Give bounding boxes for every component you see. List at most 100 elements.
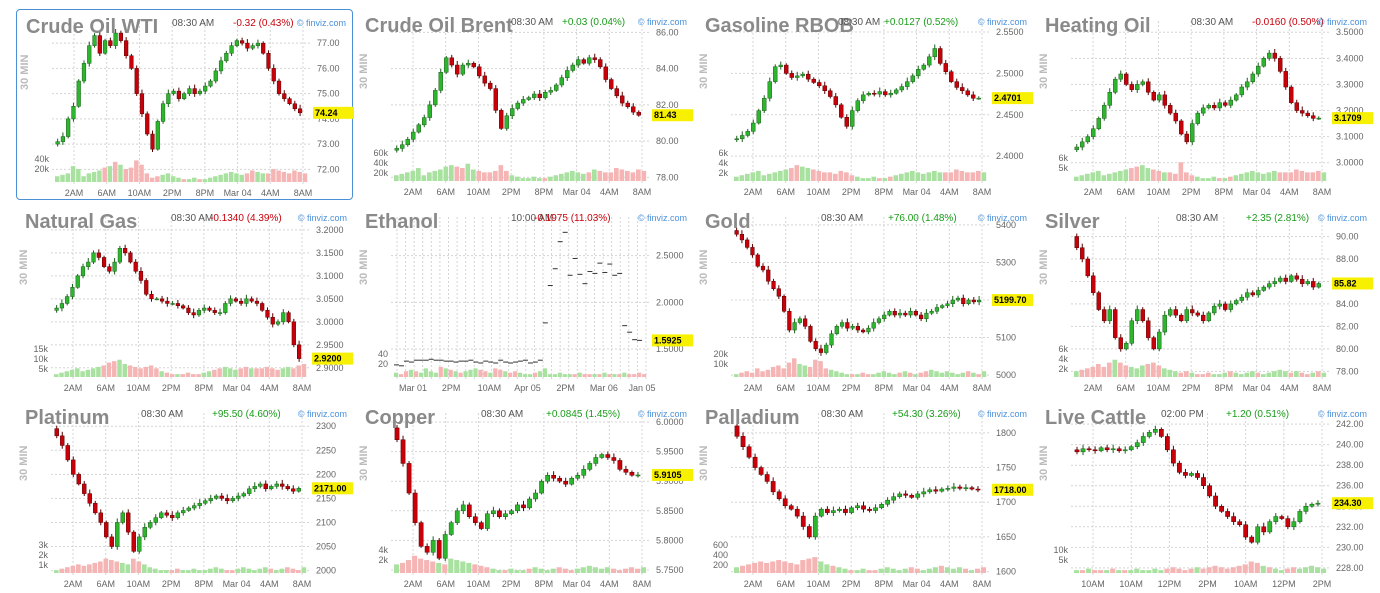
candle-down	[1249, 536, 1255, 543]
candle-down	[781, 295, 787, 312]
candle-down	[758, 467, 764, 475]
volume-bar	[75, 368, 80, 377]
x-tick-label: 10AM	[1081, 579, 1105, 589]
volume-bar	[734, 374, 739, 377]
volume-bar	[834, 371, 839, 377]
candle-up	[940, 305, 945, 308]
x-tick-label: 4AM	[600, 579, 619, 589]
candle-down	[165, 300, 170, 304]
candle-down	[1146, 320, 1151, 338]
candle-down	[449, 57, 454, 66]
candle-down	[1223, 102, 1228, 106]
volume-bar	[577, 372, 582, 377]
candle-up	[86, 261, 91, 267]
candle-down	[266, 52, 271, 69]
futures-chart-panel[interactable]: 5.7500 5.8000 5.8500 5.9000 5.9500 6.0000 5.91…	[356, 401, 693, 592]
last-price-label: 2.4701	[994, 93, 1022, 103]
volume-bar	[180, 374, 185, 377]
y-tick-label: 230.00	[1336, 542, 1364, 552]
volume-bar	[1112, 359, 1118, 377]
volume-bar	[562, 568, 568, 573]
futures-chart-panel[interactable]: 2.9000 2.9500 3.0000 3.0500 3.1000 3.1500 3.20…	[16, 205, 353, 396]
volume-bar	[488, 372, 493, 377]
candle-up	[897, 493, 903, 497]
candle-down	[1243, 524, 1249, 538]
chart-title: Copper	[365, 407, 435, 429]
futures-chart-panel[interactable]: 3.0000 3.1000 3.2000 3.3000 3.4000 3.5000 3.17…	[1036, 9, 1373, 200]
chart-title: Gold	[705, 211, 751, 233]
futures-chart-panel[interactable]: 500051005200530054005199.7020k10k2AM6AM1…	[696, 205, 1033, 396]
volume-bar	[296, 365, 301, 377]
candle-down	[1146, 81, 1151, 93]
volume-bar	[1164, 568, 1170, 573]
volume-bar	[806, 558, 812, 573]
source-credit: © finviz.com	[637, 213, 687, 223]
candle-down	[109, 536, 114, 547]
candle-down	[181, 305, 186, 309]
candle-up	[950, 299, 955, 305]
y-tick-label: 1650	[996, 532, 1016, 542]
volume-bar	[238, 368, 243, 377]
futures-chart-panel[interactable]: 1.5000 2.0000 2.5000 1.5925 40 20 Mar 01 2PM 10A…	[356, 205, 693, 396]
volume-bar	[886, 372, 892, 377]
x-tick-label: 12PM	[1272, 579, 1296, 589]
volume-bar	[756, 170, 761, 181]
volume-bar	[532, 372, 538, 377]
timeframe-label: 30 MIN	[698, 249, 710, 285]
x-tick-label: 8PM	[875, 383, 894, 393]
candle-down	[949, 71, 954, 82]
volume-bar	[622, 568, 629, 573]
futures-chart-panel[interactable]: 72.00 73.00 74.00 75.00 76.00 77.00 74.24 40k 20…	[16, 9, 354, 200]
volume-bar	[111, 361, 117, 377]
candle-up	[247, 488, 252, 494]
x-tick-label: 2PM	[842, 579, 861, 589]
futures-chart-panel[interactable]: 2.4000 2.4500 2.5000 2.5500 2.4701 6k 4k 2k 2AM 6…	[696, 9, 1033, 200]
candle-down	[1212, 105, 1217, 109]
candle-up	[92, 35, 97, 46]
y-tick-label: 1800	[996, 428, 1016, 438]
volume-bar	[175, 568, 180, 573]
volume-bar	[1112, 172, 1118, 181]
futures-chart-panel[interactable]: 228.00230.00232.00234.00236.00238.00240.…	[1036, 401, 1373, 592]
candle-up	[915, 493, 921, 498]
candle-down	[789, 73, 794, 78]
volume-bar	[602, 372, 607, 377]
candle-up	[593, 457, 599, 464]
candle-up	[910, 75, 915, 82]
volume-bar	[228, 171, 234, 182]
volume-tick-label: 2k	[378, 555, 388, 565]
candle-up	[55, 141, 60, 145]
gridlines	[731, 21, 990, 185]
candle-down	[1294, 275, 1299, 280]
candle-down	[418, 522, 424, 547]
volume-bar	[1228, 176, 1233, 181]
chart-time: 08:30 AM	[511, 17, 554, 28]
volume-bar	[956, 567, 963, 573]
futures-chart-panel[interactable]: 1600 1650 1700 1750 1800 1718.00 600 400 200 2AM 6…	[696, 401, 1033, 592]
futures-chart-panel[interactable]: 78.0080.0082.0084.0086.0088.0090.0085.82…	[1036, 205, 1373, 396]
volume-tick-label: 10k	[1053, 545, 1068, 555]
candle-up	[575, 475, 581, 479]
source-credit: © finviz.com	[637, 409, 687, 419]
candle-up	[223, 303, 228, 313]
futures-chart-panel[interactable]: 78.00 80.00 82.00 84.00 86.00 81.43 60k 40k 20k 2…	[356, 9, 693, 200]
volume-bar	[502, 570, 508, 573]
candle-down	[745, 239, 750, 248]
x-tick-label: 6AM	[1116, 187, 1135, 197]
volume-bar	[855, 374, 860, 377]
candle-up	[1201, 107, 1206, 114]
candle-up	[230, 498, 235, 502]
futures-chart-panel[interactable]: 2000 2050 2100 2150 2200 2250 2300 2171.00 3k 2k 1…	[16, 401, 353, 592]
candle-down	[734, 425, 740, 437]
candle-up	[115, 522, 120, 547]
volume-bar	[572, 374, 577, 377]
x-tick-label: 10AM	[467, 187, 491, 197]
chart-title: Natural Gas	[25, 211, 138, 233]
volume-bar	[514, 570, 520, 573]
candle-up	[1316, 283, 1321, 288]
volume-bar	[811, 169, 816, 181]
candle-up	[897, 312, 903, 316]
volume-bar	[1296, 568, 1303, 573]
volume-bar	[1283, 371, 1288, 377]
